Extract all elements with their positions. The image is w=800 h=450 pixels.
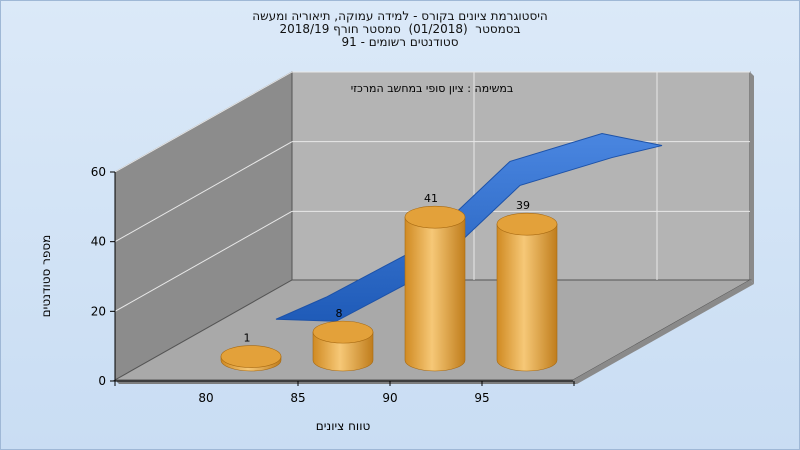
bar: 41	[404, 192, 466, 372]
gridlines	[114, 71, 750, 312]
x-tick-label: 80	[198, 391, 213, 405]
bar: 8	[312, 307, 374, 372]
chart-title-line-1: היסטוגרמת ציונים בקורס - למידה עמוקה, תי…	[252, 9, 548, 23]
chart-title-line-2: בסמסטר (01/2018) סמסטר חורף 2018/19	[279, 22, 521, 36]
y-tick-label: 0	[98, 374, 106, 388]
y-tick-label: 20	[91, 304, 106, 318]
bar-top	[220, 345, 282, 368]
x-tick-label: 85	[290, 391, 305, 405]
y-ticks: 0 20 40 60	[91, 165, 115, 388]
x-tick-label: 95	[474, 391, 489, 405]
gridline	[114, 210, 293, 312]
bar-top	[496, 212, 558, 236]
bar: 39	[496, 199, 558, 372]
x-ticks: 80 85 90 95	[114, 381, 575, 405]
right-edge	[750, 72, 754, 284]
x-tick-label: 90	[382, 391, 397, 405]
gridline	[114, 141, 293, 243]
bar-value-label: 39	[516, 199, 530, 212]
bar-body	[496, 223, 558, 372]
chart-annotation: במשימה : ציון סופי במחשב המרכזי	[351, 82, 514, 95]
y-tick-label: 60	[91, 165, 106, 179]
y-tick-label: 40	[91, 235, 106, 249]
bar-value-label: 8	[336, 307, 343, 320]
bar: 1	[220, 332, 282, 372]
chart-title-line-3: סטודנטים רשומים - 91	[341, 35, 459, 49]
floor-right-edge	[573, 280, 754, 384]
trend-series	[275, 133, 663, 322]
x-axis-label: טווח ציונים	[316, 419, 371, 433]
bar-body	[404, 216, 466, 372]
bar-top	[404, 205, 466, 229]
trend-ribbon	[275, 133, 663, 322]
gridline	[114, 71, 293, 173]
bars: 1 8 41 39	[220, 192, 558, 372]
bar-value-label: 1	[244, 332, 251, 345]
bar-value-label: 41	[424, 192, 438, 205]
y-axis-label: מספר סטודנטים	[39, 235, 53, 318]
chart-title: היסטוגרמת ציונים בקורס - למידה עמוקה, תי…	[0, 10, 800, 49]
bar-top	[312, 320, 374, 344]
